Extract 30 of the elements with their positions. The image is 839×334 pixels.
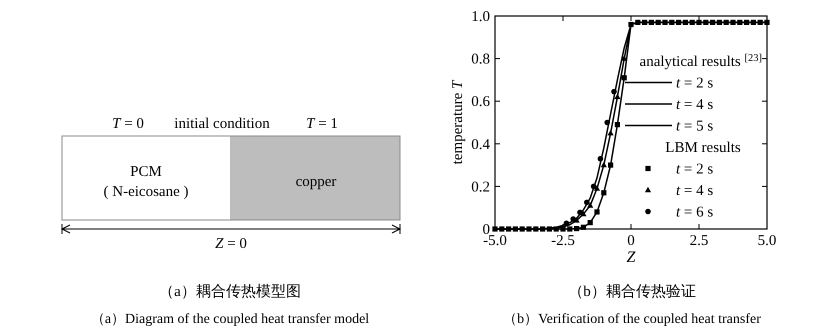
text: T = 0 bbox=[112, 116, 144, 132]
text: （b）Verification of the coupled heat transfer bbox=[503, 312, 762, 327]
text: copper bbox=[296, 174, 336, 190]
text: （a）Diagram of the coupled heat transfer model bbox=[90, 312, 370, 327]
text: T = 1 bbox=[306, 116, 338, 132]
legend-label: t = 6 s bbox=[676, 204, 714, 220]
y-tick-label: 0.6 bbox=[471, 94, 490, 110]
x-tick-label: 0 bbox=[627, 233, 635, 249]
text: Z = 0 bbox=[215, 236, 247, 252]
text: PCM bbox=[130, 164, 162, 180]
legend-label: t = 5 s bbox=[676, 118, 714, 134]
y-tick-label: 0.4 bbox=[471, 136, 490, 153]
x-tick-label: 2.5 bbox=[690, 233, 708, 249]
legend-label: t = 4 s bbox=[676, 97, 714, 113]
legend-label: t = 2 s bbox=[676, 162, 714, 178]
legend-label: t = 2 s bbox=[676, 76, 714, 92]
y-tick-label: 0.2 bbox=[471, 179, 490, 196]
y-tick-label: 1.0 bbox=[471, 9, 490, 25]
x-axis-title: Z bbox=[626, 249, 637, 266]
annotation: LBM results bbox=[665, 140, 741, 156]
legend-label: t = 4 s bbox=[676, 183, 714, 199]
y-tick-label: 0.8 bbox=[471, 52, 490, 68]
y-axis-title: temperature T bbox=[450, 78, 466, 164]
legend-title: analytical results $^{[23]}$ bbox=[640, 52, 762, 70]
text: （a）耦合传热模型图 bbox=[159, 283, 301, 300]
text: ( N-eicosane ) bbox=[104, 184, 188, 200]
text: initial condition bbox=[174, 116, 270, 132]
x-tick-label: 5.0 bbox=[758, 233, 776, 249]
text: （b）耦合传热验证 bbox=[568, 283, 696, 300]
x-tick-label: -2.5 bbox=[551, 233, 575, 249]
